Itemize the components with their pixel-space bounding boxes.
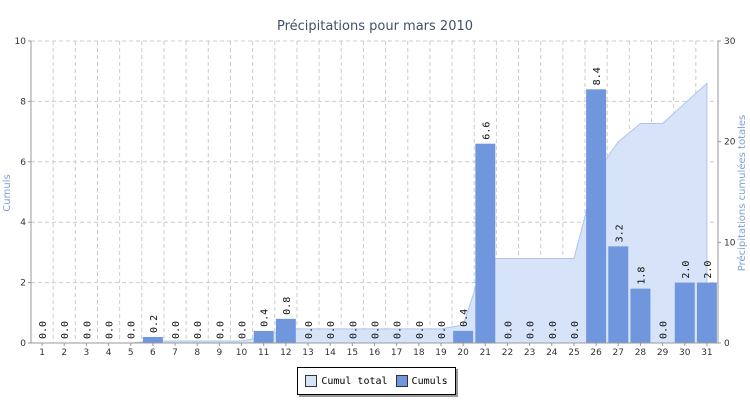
x-tick-label: 17	[391, 348, 402, 358]
cumul-total-area-layer	[42, 82, 708, 344]
x-tick-label: 9	[217, 348, 223, 358]
chart-title: Précipitations pour mars 2010	[277, 19, 473, 34]
x-tick-label: 31	[701, 348, 712, 358]
x-tick-label: 23	[524, 348, 535, 358]
x-tick-label: 15	[347, 348, 358, 358]
bar-day-21	[475, 143, 496, 343]
x-tick-label: 24	[546, 348, 558, 358]
legend-item-cumuls: Cumuls	[395, 375, 448, 387]
data-label-day-26: 8.4	[592, 67, 603, 85]
x-tick-label: 1	[39, 348, 45, 358]
data-labels: 0.0 0.0 0.0 0.0 0.0 0.2 0.0 0.0 0.0 0.0 0.4 0.8 0.0 0…	[38, 67, 714, 339]
cumul-total-area	[42, 82, 708, 344]
data-label-day-11: 0.4	[260, 309, 271, 327]
y-tick-label: 4	[20, 218, 26, 228]
x-tick-label: 27	[613, 348, 624, 358]
y2-axis-label: Précipitations cumulées totales	[736, 115, 748, 272]
data-label-day-24: 0.0	[548, 321, 559, 339]
x-tick-label: 21	[480, 348, 491, 358]
data-label-day-25: 0.0	[570, 321, 581, 339]
y-tick-label: 6	[20, 158, 26, 168]
legend: Cumul total Cumuls	[297, 367, 456, 395]
data-label-day-7: 0.0	[171, 321, 182, 339]
data-label-day-28: 1.8	[636, 267, 647, 285]
x-tick-label: 20	[457, 348, 469, 358]
data-label-day-31: 2.0	[703, 261, 714, 279]
x-tick-label: 13	[302, 348, 313, 358]
y-tick-label: 2	[20, 279, 26, 289]
x-tick-label: 11	[258, 348, 269, 358]
y2-tick-label: 20	[724, 138, 736, 148]
x-tick-label: 4	[106, 348, 112, 358]
bar-day-20	[453, 330, 474, 343]
bar-day-27	[608, 246, 629, 343]
bar-day-30	[674, 282, 695, 343]
y-axis-label: Cumuls	[2, 174, 13, 211]
y-tick-label: 0	[20, 339, 26, 349]
x-tick-label: 25	[568, 348, 579, 358]
bar-day-11	[253, 330, 274, 343]
x-tick-label: 2	[61, 348, 67, 358]
legend-swatch-area	[305, 375, 318, 387]
legend-swatch-bar	[395, 375, 408, 387]
data-label-day-13: 0.0	[304, 321, 315, 339]
bar-day-12	[275, 318, 296, 343]
data-label-day-18: 0.0	[415, 321, 426, 339]
bar-day-31	[696, 282, 717, 343]
data-label-day-20: 0.4	[459, 309, 470, 327]
x-tick-label: 29	[657, 348, 669, 358]
bar-day-6	[142, 336, 163, 343]
data-label-day-9: 0.0	[215, 321, 226, 339]
data-label-day-27: 3.2	[614, 224, 625, 242]
x-tick-label: 26	[590, 348, 602, 358]
x-tick-label: 28	[635, 348, 647, 358]
x-tick-label: 8	[194, 348, 200, 358]
data-label-day-8: 0.0	[193, 321, 204, 339]
bar-day-26	[586, 89, 607, 343]
y-tick-label: 10	[15, 37, 27, 47]
data-label-day-4: 0.0	[105, 321, 116, 339]
data-label-day-29: 0.0	[659, 321, 670, 339]
data-label-day-30: 2.0	[681, 261, 692, 279]
data-label-day-15: 0.0	[348, 321, 359, 339]
data-label-day-19: 0.0	[437, 321, 448, 339]
data-label-day-23: 0.0	[526, 321, 537, 339]
data-label-day-3: 0.0	[82, 321, 93, 339]
data-label-day-22: 0.0	[503, 321, 514, 339]
x-tick-label: 22	[502, 348, 513, 358]
x-tick-label: 16	[369, 348, 381, 358]
data-label-day-16: 0.0	[371, 321, 382, 339]
data-label-day-10: 0.0	[238, 321, 249, 339]
data-label-day-2: 0.0	[60, 321, 71, 339]
y2-tick-label: 10	[724, 238, 736, 248]
data-label-day-1: 0.0	[38, 321, 49, 339]
legend-item-cumul-total: Cumul total	[305, 375, 388, 387]
x-tick-label: 30	[679, 348, 691, 358]
x-tick-label: 10	[236, 348, 248, 358]
y2-tick-label: 0	[724, 339, 730, 349]
bar-day-28	[630, 288, 651, 343]
data-label-day-14: 0.0	[326, 321, 337, 339]
x-tick-label: 12	[280, 348, 291, 358]
data-label-day-12: 0.8	[282, 297, 293, 315]
bars-layer	[142, 89, 717, 343]
x-tick-label: 18	[413, 348, 425, 358]
x-tick-label: 5	[128, 348, 134, 358]
data-label-day-6: 0.2	[149, 315, 160, 333]
data-label-day-5: 0.0	[127, 321, 138, 339]
y2-tick-label: 30	[724, 37, 736, 47]
data-label-day-17: 0.0	[393, 321, 404, 339]
legend-label-cumuls: Cumuls	[411, 375, 448, 387]
data-label-day-21: 6.6	[481, 122, 492, 140]
legend-label-cumul-total: Cumul total	[321, 375, 388, 387]
x-tick-label: 6	[150, 348, 156, 358]
x-tick-label: 19	[435, 348, 447, 358]
x-tick-label: 14	[324, 348, 336, 358]
x-tick-label: 7	[172, 348, 178, 358]
x-tick-label: 3	[84, 348, 90, 358]
y-tick-label: 8	[20, 97, 26, 107]
